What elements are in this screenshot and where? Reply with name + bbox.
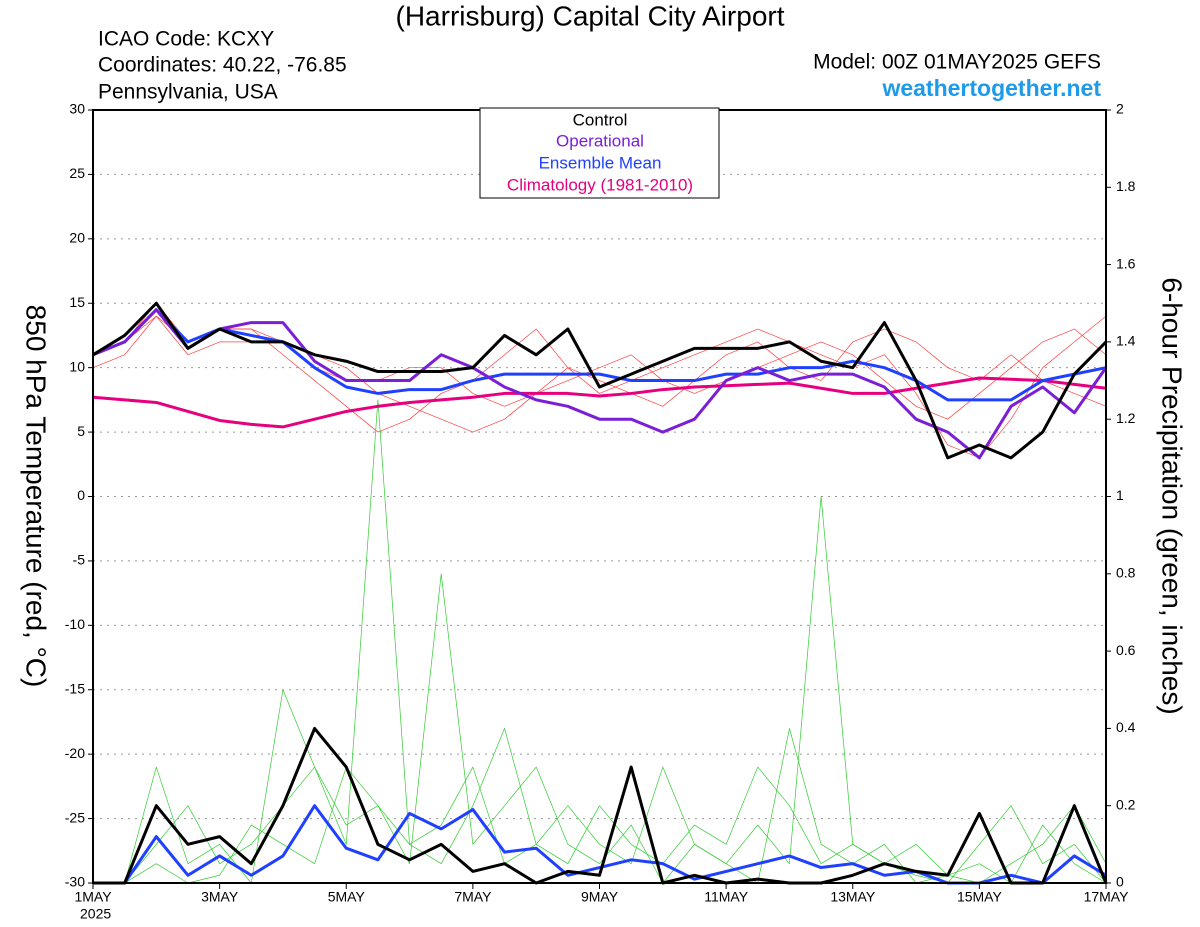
legend-entry: Control (573, 110, 628, 129)
x-tick-label: 7MAY (454, 889, 492, 905)
y-tick-label: -10 (65, 616, 85, 632)
series-line (93, 573, 1107, 884)
series-line (93, 726, 1108, 885)
y2-tick-label: 2 (1116, 101, 1124, 117)
model: Model: 00Z 01MAY2025 GEFS (813, 51, 1101, 74)
y-tick-label: 20 (69, 230, 85, 246)
y2-tick-label: 1.8 (1116, 178, 1136, 194)
y-tick-label: -20 (65, 745, 85, 761)
x-tick-label: 5MAY (328, 889, 366, 905)
y-tick-label: 30 (69, 101, 85, 117)
y2-tick-label: 1 (1116, 487, 1124, 503)
x-tick-label: 13MAY (830, 889, 876, 905)
y2-tick-label: 0.2 (1116, 796, 1136, 812)
y-tick-label: 5 (77, 423, 85, 439)
legend-entry: Climatology (1981-2010) (507, 175, 693, 194)
y-tick-label: 0 (77, 487, 85, 503)
y-tick-label: -30 (65, 874, 85, 890)
x-tick-label: 1MAY (74, 889, 112, 905)
x-tick-label: 3MAY (201, 889, 239, 905)
x-year-label: 2025 (80, 906, 111, 922)
y-tick-label: -5 (73, 552, 86, 568)
y2-tick-label: 0.6 (1116, 642, 1136, 658)
y-tick-label: 15 (69, 294, 85, 310)
series-line (93, 399, 1107, 884)
y2-tick-label: 0 (1116, 874, 1124, 890)
y2-tick-label: 0.8 (1116, 565, 1136, 581)
series-line (92, 308, 1107, 402)
y2-axis-label: 6-hour Precipitation (green, inches) (1157, 277, 1188, 714)
series-line (92, 315, 1107, 433)
icao: ICAO Code: KCXY (98, 28, 274, 51)
y2-tick-label: 0.4 (1116, 719, 1136, 735)
x-tick-label: 17MAY (1084, 889, 1130, 905)
site: weathertogether.net (881, 75, 1101, 101)
series-line (92, 301, 1108, 460)
series-line (93, 804, 1107, 885)
y-axis-label: 850 hPa Temperature (red, °C) (21, 305, 52, 688)
y-tick-label: 10 (69, 358, 85, 374)
chart-title: (Harrisburg) Capital City Airport (396, 0, 785, 31)
y2-tick-label: 1.4 (1116, 333, 1136, 349)
series-line (92, 308, 1108, 460)
y2-tick-label: 1.2 (1116, 410, 1136, 426)
legend-entry: Operational (556, 131, 644, 150)
y-tick-label: 25 (69, 165, 85, 181)
x-tick-label: 15MAY (957, 889, 1003, 905)
y2-tick-label: 1.6 (1116, 255, 1136, 271)
coordinates: Coordinates: 40.22, -76.85 (98, 54, 347, 77)
location: Pennsylvania, USA (98, 81, 278, 104)
series-line (92, 376, 1107, 429)
y-tick-label: -25 (65, 809, 85, 825)
legend-box (479, 107, 720, 199)
y-tick-label: -15 (65, 680, 85, 696)
x-tick-label: 9MAY (581, 889, 619, 905)
legend-entry: Ensemble Mean (539, 153, 662, 172)
x-tick-label: 11MAY (704, 889, 748, 905)
